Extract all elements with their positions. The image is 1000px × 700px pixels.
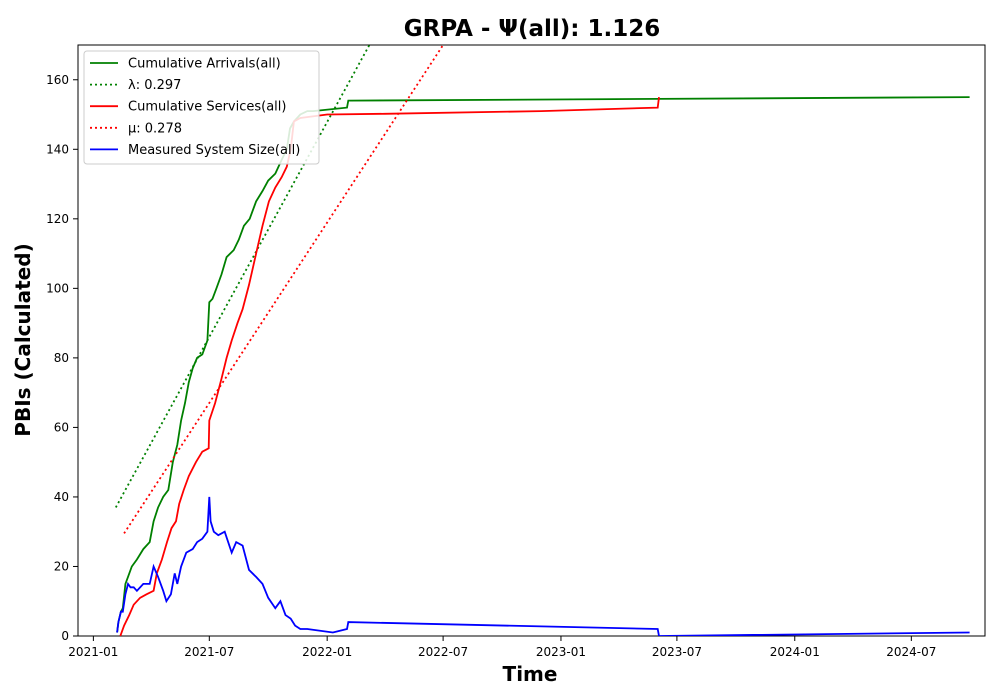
- legend-label: Cumulative Services(all): [128, 100, 286, 115]
- legend-label: λ: 0.297: [128, 78, 181, 93]
- y-tick-label: 100: [46, 281, 69, 295]
- y-axis-label: PBIs (Calculated): [11, 243, 35, 436]
- chart-title: GRPA - Ψ(all): 1.126: [404, 16, 661, 42]
- x-axis-label: Time: [503, 662, 558, 686]
- x-axis: 2021-01 2021-07 2022-01 2022-07 2023-01 2023-…: [68, 636, 936, 659]
- x-tick-label: 2022-07: [418, 645, 468, 659]
- x-tick-label: 2023-01: [536, 645, 586, 659]
- y-tick-label: 40: [54, 490, 69, 504]
- x-tick-label: 2021-01: [68, 645, 118, 659]
- series-line-2: [120, 97, 659, 636]
- y-tick-label: 20: [54, 559, 69, 573]
- legend-label: μ: 0.278: [128, 121, 182, 136]
- x-tick-label: 2021-07: [184, 645, 234, 659]
- y-tick-label: 160: [46, 73, 69, 87]
- legend-label: Measured System Size(all): [128, 143, 300, 158]
- y-tick-label: 80: [54, 351, 69, 365]
- y-tick-label: 0: [61, 629, 69, 643]
- y-tick-label: 120: [46, 212, 69, 226]
- y-axis: 0 20 40 60 80 100 120 140 160: [46, 73, 78, 643]
- x-tick-label: 2024-07: [886, 645, 936, 659]
- x-tick-label: 2023-07: [652, 645, 702, 659]
- series-line-4: [117, 497, 970, 636]
- y-tick-label: 140: [46, 142, 69, 156]
- legend: Cumulative Arrivals(all) λ: 0.297 Cumulati…: [84, 51, 319, 164]
- x-tick-label: 2022-01: [302, 645, 352, 659]
- x-tick-label: 2024-01: [770, 645, 820, 659]
- legend-label: Cumulative Arrivals(all): [128, 57, 281, 72]
- y-tick-label: 60: [54, 420, 69, 434]
